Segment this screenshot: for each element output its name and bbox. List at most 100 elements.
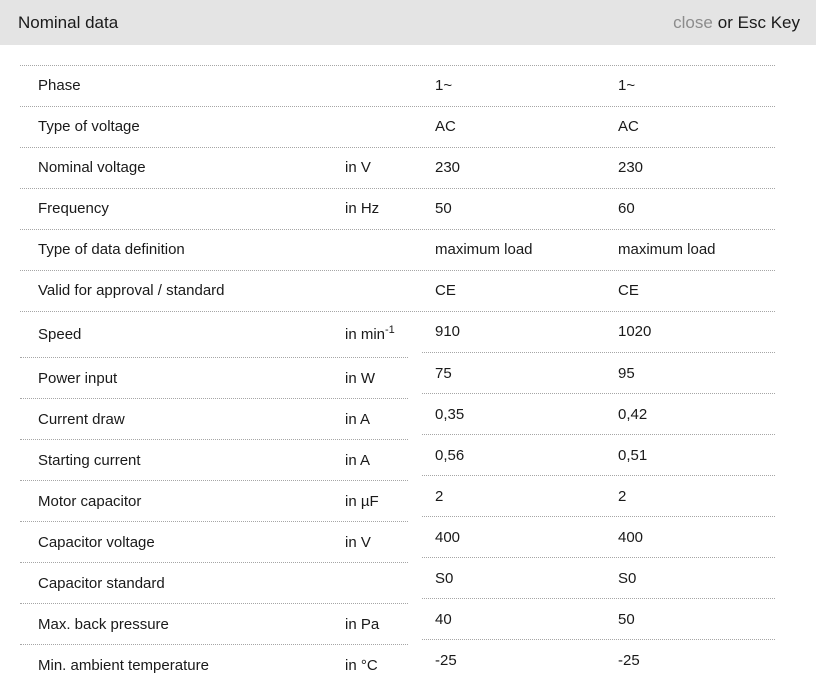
row-value-2: 0,51 bbox=[618, 446, 648, 464]
row-label: Current draw bbox=[38, 410, 125, 428]
row-label: Min. ambient temperature bbox=[38, 656, 209, 674]
table-row-values: AC AC bbox=[422, 106, 775, 147]
close-area: close or Esc Key bbox=[673, 13, 800, 33]
table-row-label: Nominal voltage in V bbox=[20, 147, 408, 188]
table-row-values: 2 2 bbox=[422, 475, 775, 516]
row-value-2: 2 bbox=[618, 487, 627, 505]
row-unit: in Pa bbox=[345, 615, 380, 633]
table-row-values: 40 50 bbox=[422, 598, 775, 639]
row-value-2: 60 bbox=[618, 200, 635, 217]
table-row-label: Type of voltage bbox=[20, 106, 408, 147]
table-row-label: Type of data definition bbox=[20, 229, 408, 270]
panel-title: Nominal data bbox=[18, 12, 119, 32]
row-value-2: 230 bbox=[618, 159, 644, 176]
table-row-label: Current draw in A bbox=[20, 398, 408, 439]
row-unit: in V bbox=[345, 159, 371, 176]
table-row-values: 0,35 0,42 bbox=[422, 393, 775, 434]
row-label: Capacitor standard bbox=[38, 574, 165, 592]
row-value-1: maximum load bbox=[435, 241, 533, 258]
close-link[interactable]: close bbox=[673, 12, 713, 32]
table-row-values: 1~ 1~ bbox=[422, 65, 775, 106]
row-separator bbox=[20, 311, 775, 312]
row-value-1: 230 bbox=[435, 159, 461, 176]
row-value-1: -25 bbox=[435, 651, 457, 669]
row-value-1: 400 bbox=[435, 528, 461, 546]
row-label: Starting current bbox=[38, 451, 141, 469]
row-value-2: -25 bbox=[618, 651, 640, 669]
row-value-1: 75 bbox=[435, 364, 452, 382]
table-row-label: Max. back pressure in Pa bbox=[20, 603, 408, 644]
panel-header: Nominal data close or Esc Key bbox=[0, 0, 816, 45]
row-value-2: 1~ bbox=[618, 77, 636, 94]
table-row-label: Capacitor voltage in V bbox=[20, 521, 408, 562]
table-row-values: 400 400 bbox=[422, 516, 775, 557]
row-label: Valid for approval / standard bbox=[38, 282, 225, 299]
row-value-1: 50 bbox=[435, 200, 452, 217]
table-row-values: CE CE bbox=[422, 270, 775, 311]
row-unit: in W bbox=[345, 369, 375, 387]
row-label: Frequency bbox=[38, 200, 109, 217]
table-row-label: Min. ambient temperature in °C bbox=[20, 644, 408, 685]
row-separator bbox=[20, 106, 775, 107]
esc-key-hint: or Esc Key bbox=[717, 12, 800, 32]
table-row-label: Power input in W bbox=[20, 357, 408, 398]
table-row-label: Motor capacitor in µF bbox=[20, 480, 408, 521]
row-value-1: CE bbox=[435, 282, 456, 299]
row-value-2: CE bbox=[618, 282, 639, 299]
row-value-2: S0 bbox=[618, 569, 637, 587]
row-unit: in min-1 bbox=[345, 323, 395, 343]
values-column-group: 1~ 1~ AC AC 230 230 50 60 maximum load m… bbox=[422, 65, 775, 680]
row-value-2: maximum load bbox=[618, 241, 716, 258]
row-value-2: 400 bbox=[618, 528, 644, 546]
row-value-2: AC bbox=[618, 118, 639, 135]
row-label: Power input bbox=[38, 369, 118, 387]
row-unit: in µF bbox=[345, 492, 379, 510]
row-label: Phase bbox=[38, 77, 81, 94]
row-value-1: S0 bbox=[435, 569, 454, 587]
row-separator bbox=[20, 270, 775, 271]
row-value-2: 50 bbox=[618, 610, 635, 628]
table-row-label: Frequency in Hz bbox=[20, 188, 408, 229]
table-row-values: -25 -25 bbox=[422, 639, 775, 680]
table-row-values: maximum load maximum load bbox=[422, 229, 775, 270]
row-value-2: 95 bbox=[618, 364, 635, 382]
row-unit: in V bbox=[345, 533, 371, 551]
row-value-1: 2 bbox=[435, 487, 444, 505]
row-unit: in Hz bbox=[345, 200, 380, 217]
row-value-1: AC bbox=[435, 118, 456, 135]
table-row-values: 75 95 bbox=[422, 352, 775, 393]
row-label: Motor capacitor bbox=[38, 492, 142, 510]
row-label: Type of voltage bbox=[38, 118, 140, 135]
row-label: Max. back pressure bbox=[38, 615, 169, 633]
labels-column-group: Phase Type of voltage Nominal voltage in… bbox=[20, 65, 408, 685]
table-row-values: 910 1020 bbox=[422, 311, 775, 352]
row-label: Speed bbox=[38, 325, 82, 343]
row-unit: in °C bbox=[345, 656, 378, 674]
row-unit: in A bbox=[345, 451, 371, 469]
table-row-label: Phase bbox=[20, 65, 408, 106]
row-value-1: 0,56 bbox=[435, 446, 465, 464]
row-label: Capacitor voltage bbox=[38, 533, 155, 551]
row-value-2: 0,42 bbox=[618, 405, 648, 423]
row-value-1: 910 bbox=[435, 323, 461, 340]
table-row-values: S0 S0 bbox=[422, 557, 775, 598]
table-row-values: 50 60 bbox=[422, 188, 775, 229]
row-separator bbox=[20, 188, 775, 189]
row-label: Nominal voltage bbox=[38, 159, 146, 176]
row-separator bbox=[20, 147, 775, 148]
nominal-data-table: Phase Type of voltage Nominal voltage in… bbox=[20, 65, 775, 691]
row-value-1: 0,35 bbox=[435, 405, 465, 423]
table-row-values: 0,56 0,51 bbox=[422, 434, 775, 475]
row-separator bbox=[20, 65, 775, 66]
row-value-1: 40 bbox=[435, 610, 452, 628]
table-row-values: 230 230 bbox=[422, 147, 775, 188]
table-row-label: Starting current in A bbox=[20, 439, 408, 480]
table-row-label: Capacitor standard bbox=[20, 562, 408, 603]
row-label: Type of data definition bbox=[38, 241, 185, 258]
row-unit: in A bbox=[345, 410, 371, 428]
row-value-1: 1~ bbox=[435, 77, 453, 94]
table-row-label: Valid for approval / standard bbox=[20, 270, 408, 311]
table-row-label: Speed in min-1 bbox=[20, 311, 408, 357]
row-separator bbox=[20, 229, 775, 230]
